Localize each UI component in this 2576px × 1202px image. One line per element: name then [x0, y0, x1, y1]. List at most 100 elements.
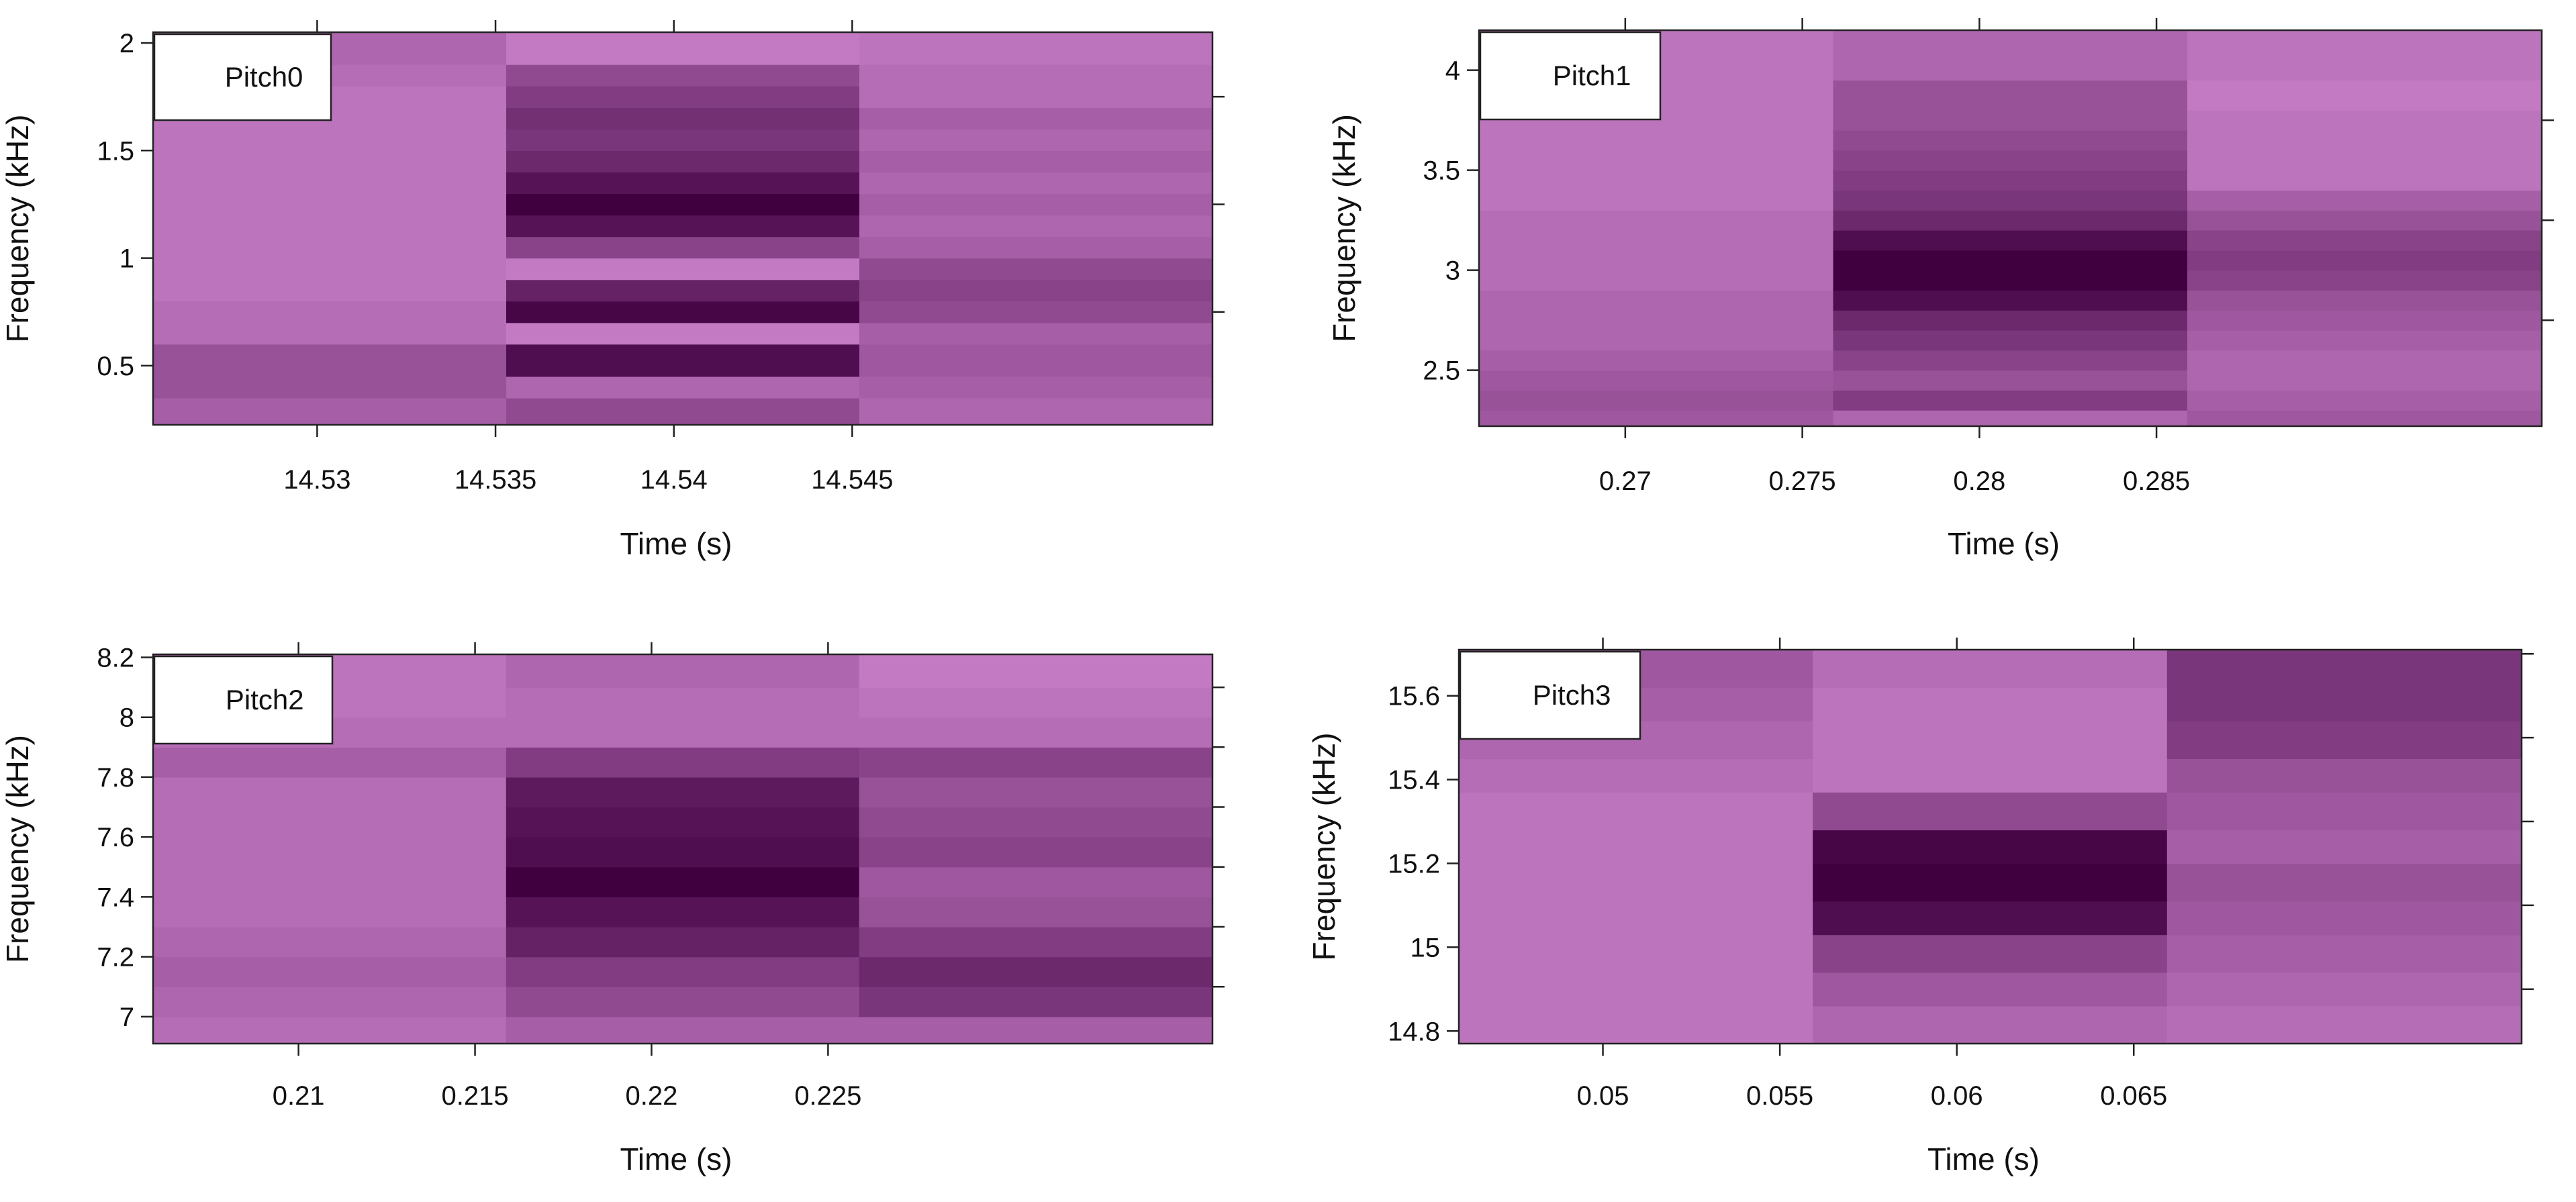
- heatmap-cell: [1813, 830, 2168, 864]
- heatmap-cell: [2166, 721, 2522, 759]
- heatmap-cell: [2166, 972, 2522, 1007]
- heatmap-cell: [506, 987, 860, 1017]
- heatmap-cell: [2187, 230, 2542, 251]
- heatmap-cell: [2187, 170, 2542, 191]
- y-tick-label: 15: [1411, 933, 1441, 962]
- heatmap-cell: [859, 687, 1213, 718]
- heatmap-cell: [859, 927, 1213, 958]
- heatmap-cell: [859, 866, 1213, 897]
- heatmap-cell: [506, 376, 860, 399]
- y-tick-label: 7.8: [97, 763, 134, 793]
- heatmap-cell: [153, 897, 507, 928]
- heatmap-cell: [1479, 390, 1834, 411]
- heatmap-cell: [1833, 310, 2188, 331]
- heatmap-cell: [1479, 290, 1834, 311]
- heatmap-cell: [2187, 390, 2542, 411]
- y-tick-label: 3.5: [1423, 156, 1460, 186]
- y-tick-label: 7.6: [97, 823, 134, 852]
- heatmap-cell: [2187, 370, 2542, 391]
- heatmap-cell: [1833, 170, 2188, 191]
- heatmap-cell: [506, 322, 860, 345]
- panel-1: 0.27 0.275 0.28 0.285 2.5 3 3.5 4 Time (s) Freque…: [1327, 18, 2554, 561]
- heatmap-cell: [1813, 972, 2168, 1007]
- heatmap-cell: [1459, 901, 1813, 936]
- heatmap-cell: [1459, 972, 1813, 1007]
- heatmap-cell: [153, 397, 507, 425]
- legend-box: [153, 655, 334, 745]
- heatmap-cell: [1833, 410, 2188, 427]
- heatmap-cell: [2166, 863, 2522, 902]
- heatmap-cell: [506, 717, 860, 748]
- y-tick-label: 7.2: [97, 943, 134, 972]
- heatmap-cell: [1813, 792, 2168, 831]
- heatmap-cell: [1833, 290, 2188, 311]
- heatmap-cell: [1833, 350, 2188, 371]
- heatmap-cell: [506, 897, 860, 928]
- y-tick-label: 14.8: [1388, 1017, 1440, 1046]
- heatmap-cell: [2187, 130, 2542, 151]
- heatmap-cell: [2187, 270, 2542, 291]
- heatmap-cell: [1459, 934, 1813, 973]
- x-tick-label: 14.545: [811, 465, 893, 495]
- heatmap-cell: [859, 897, 1213, 928]
- heatmap-cell: [153, 1016, 507, 1044]
- x-tick-label: 0.215: [441, 1081, 508, 1111]
- y-tick-label: 15.2: [1388, 849, 1440, 879]
- x-tick-label: 0.275: [1769, 466, 1836, 496]
- heatmap-cell: [2187, 110, 2542, 131]
- heatmap-cell: [1459, 1005, 1813, 1044]
- heatmap-cell: [153, 129, 507, 151]
- heatmap-cell: [153, 344, 507, 377]
- y-tick-label: 2: [120, 29, 134, 58]
- heatmap-cell: [1813, 863, 2168, 902]
- y-axis-title: Frequency (kHz): [1327, 114, 1362, 342]
- heatmap-cell: [2166, 934, 2522, 973]
- heatmap-cell: [1479, 330, 1834, 351]
- heatmap-cell: [506, 777, 860, 808]
- heatmap-cell: [1479, 130, 1834, 151]
- heatmap-cell: [153, 987, 507, 1017]
- x-tick-label: 0.21: [273, 1081, 325, 1111]
- x-axis-title: Time (s): [620, 1142, 732, 1176]
- panel-0: 14.53 14.535 14.54 14.545 0.5 1 1.5 2 Time (s) Fr…: [0, 20, 1225, 561]
- heatmap-cell: [1833, 130, 2188, 151]
- y-tick-label: 8.2: [97, 643, 134, 672]
- heatmap-cell: [153, 322, 507, 345]
- heatmap-cell: [1479, 190, 1834, 211]
- heatmap-cell: [859, 987, 1213, 1017]
- heatmap-cell: [1833, 80, 2188, 111]
- heatmap-cell: [859, 747, 1213, 778]
- heatmap-cell: [1813, 721, 2168, 759]
- heatmap-cell: [506, 64, 860, 87]
- heatmap-cell: [2187, 330, 2542, 351]
- heatmap-cell: [859, 129, 1213, 151]
- heatmap-cell: [1833, 390, 2188, 411]
- x-tick-label: 0.28: [1953, 466, 2005, 496]
- legend-label: Pitch0: [225, 61, 303, 93]
- heatmap-cell: [2166, 687, 2522, 721]
- heatmap-cell: [859, 807, 1213, 838]
- heatmap-cell: [1479, 310, 1834, 331]
- x-axis-title: Time (s): [1927, 1142, 2040, 1176]
- heatmap-cell: [1833, 270, 2188, 291]
- x-tick-label: 14.54: [640, 465, 708, 495]
- heatmap-cell: [506, 172, 860, 195]
- heatmap-cell: [506, 344, 860, 377]
- heatmap-cell: [1813, 901, 2168, 936]
- heatmap-cell: [506, 866, 860, 897]
- x-tick-label: 0.05: [1577, 1081, 1629, 1111]
- heatmap-cell: [2187, 190, 2542, 211]
- heatmap-cell: [506, 129, 860, 151]
- heatmap-cell: [1479, 250, 1834, 271]
- heatmap-cell: [1833, 210, 2188, 231]
- panel-2: 0.21 0.215 0.22 0.225 7 7.2 7.4 7.6 7.8 8 8.2 Time …: [0, 642, 1225, 1176]
- heatmap-cell: [153, 866, 507, 897]
- y-tick-label: 7: [120, 1003, 134, 1032]
- heatmap-cell: [1813, 1005, 2168, 1044]
- y-tick-label: 7.4: [97, 883, 134, 912]
- heatmap-cell: [506, 747, 860, 778]
- heatmap-cell: [153, 777, 507, 808]
- legend-label: Pitch1: [1553, 60, 1631, 91]
- heatmap-cell: [1459, 863, 1813, 902]
